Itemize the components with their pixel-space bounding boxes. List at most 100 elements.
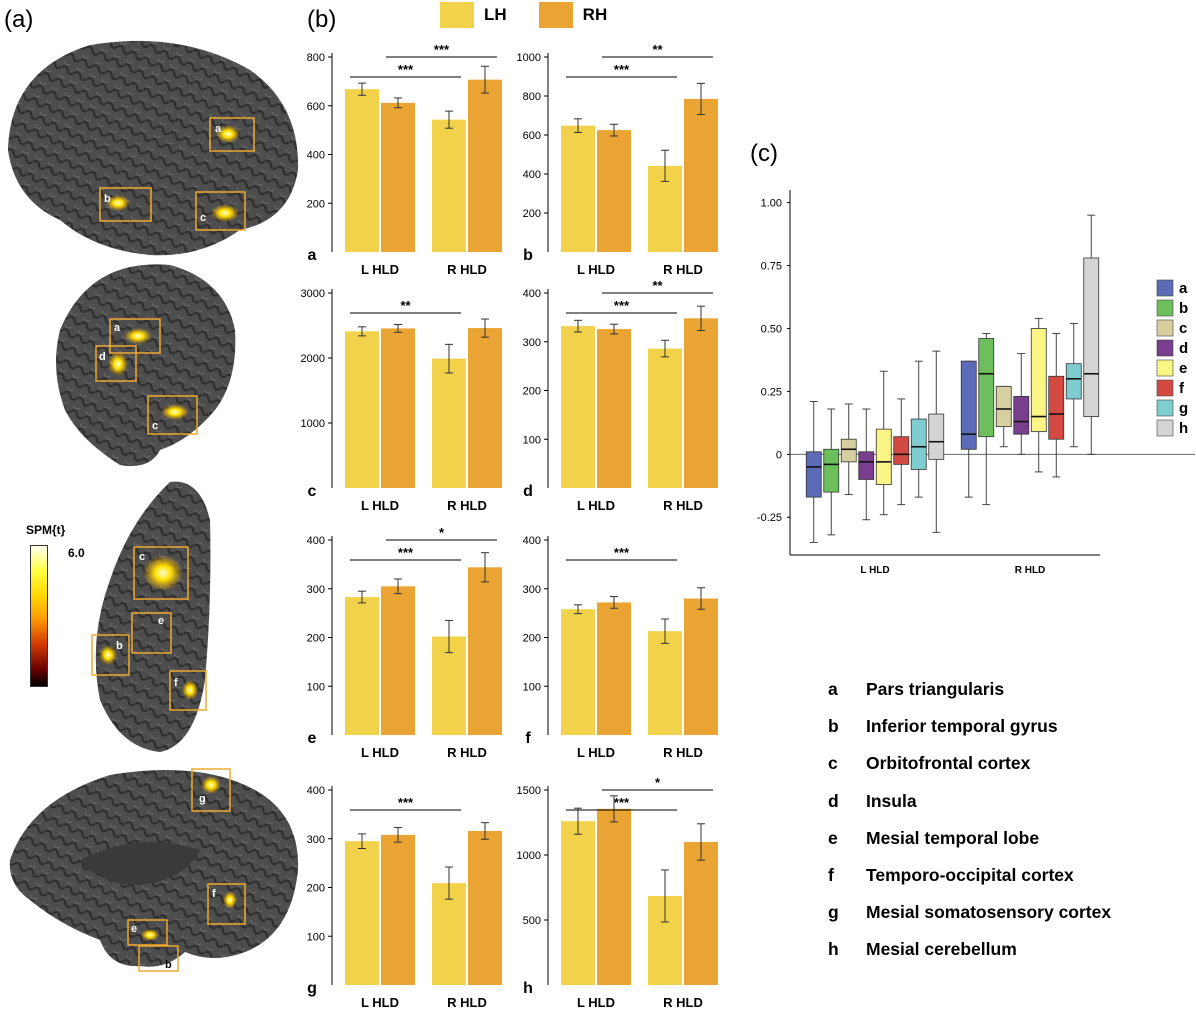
legend-label-a: a	[1179, 280, 1188, 297]
brain-view-mesial: g f e b	[9, 768, 299, 972]
significance-stars: *	[439, 525, 445, 540]
bar-rh-r-hld	[468, 567, 502, 735]
y-tick-label: 1000	[301, 418, 325, 430]
legend-swatch-d	[1156, 339, 1174, 357]
bar-rh-r-hld	[468, 79, 502, 252]
box-body	[805, 451, 822, 498]
region-row: d Insula	[828, 783, 1111, 820]
x-tick-label: L HLD	[577, 262, 615, 277]
roi-box-c	[195, 191, 246, 231]
box-body	[910, 418, 927, 470]
y-tick-label: 400	[523, 288, 541, 300]
x-tick-label: R HLD	[447, 498, 487, 513]
y-tick-label: 200	[307, 633, 325, 645]
y-tick-label: 300	[307, 834, 325, 846]
bar-rh-l-hld	[381, 834, 415, 985]
bar-lh-l-hld	[345, 89, 379, 252]
significance-stars: **	[400, 298, 411, 313]
y-tick-label: 300	[307, 584, 325, 596]
roi-label-c: c	[139, 551, 145, 563]
roi-label-e: e	[158, 615, 164, 627]
legend-swatch-a	[1156, 279, 1174, 297]
region-row: h Mesial cerebellum	[828, 931, 1111, 968]
bar-rh-l-hld	[597, 329, 631, 488]
legend-item-lh: LH	[440, 2, 507, 28]
y-tick-label: 0	[776, 449, 782, 461]
region-name: Mesial somatosensory cortex	[866, 902, 1112, 923]
region-row: c Orbitofrontal cortex	[828, 745, 1111, 782]
significance-stars: ***	[434, 42, 450, 57]
y-tick-label: 100	[523, 681, 541, 693]
x-tick-label: R HLD	[1015, 565, 1046, 576]
bar-rh-l-hld	[381, 102, 415, 252]
bar-chart-a: 200 400 600 800 L HLD R HLD *** *** a	[307, 42, 502, 277]
box-body	[1065, 363, 1082, 400]
significance-stars: ***	[614, 795, 630, 810]
region-key-letter: d	[828, 790, 839, 811]
bar-rh-r-hld	[468, 328, 502, 488]
region-row: g Mesial somatosensory cortex	[828, 894, 1111, 931]
region-key-letter: f	[828, 865, 834, 886]
y-tick-label: 0.75	[761, 261, 782, 273]
region-name: Pars triangularis	[866, 679, 1005, 700]
y-tick-label: 200	[523, 633, 541, 645]
y-tick-label: 0.50	[761, 323, 782, 335]
roi-box-f	[169, 670, 207, 711]
y-tick-label: -0.25	[757, 512, 782, 524]
colorbar: SPM{t} 6.0	[26, 523, 85, 687]
y-tick-label: 300	[523, 337, 541, 349]
region-key-letter: e	[828, 827, 838, 848]
roi-label-b: b	[165, 959, 172, 971]
bar-lh-l-hld	[345, 841, 379, 985]
bar-rh-l-hld	[381, 586, 415, 735]
bar-lh-l-hld	[345, 597, 379, 735]
box-body	[978, 338, 995, 438]
region-name: Inferior temporal gyrus	[866, 716, 1058, 737]
bar-lh-r-hld	[432, 119, 466, 252]
y-tick-label: 3000	[301, 288, 325, 300]
box-body	[823, 448, 840, 493]
box-body	[840, 438, 857, 463]
y-tick-label: 200	[523, 208, 541, 220]
roi-box-b	[99, 187, 152, 222]
significance-stars: ***	[398, 62, 414, 77]
legend-label-lh: LH	[484, 5, 507, 24]
roi-label-b: b	[116, 640, 123, 652]
roi-box-a	[209, 117, 255, 152]
x-tick-label: R HLD	[447, 995, 487, 1010]
legend-label-e: e	[1179, 360, 1187, 377]
box-body	[875, 428, 892, 485]
y-tick-label: 200	[523, 386, 541, 398]
subpanel-letter: e	[308, 730, 317, 747]
y-tick-label: 1.00	[761, 198, 782, 210]
x-tick-label: L HLD	[361, 745, 399, 760]
legend-swatch-g	[1156, 399, 1174, 417]
subpanel-letter: g	[307, 980, 317, 997]
bar-rh-r-hld	[684, 598, 718, 735]
box-c-r-hld	[995, 385, 1012, 448]
bar-lh-l-hld	[345, 331, 379, 488]
region-key-letter: a	[828, 679, 838, 700]
x-tick-label: R HLD	[447, 745, 487, 760]
region-name: Temporo-occipital cortex	[866, 865, 1074, 886]
box-body	[960, 360, 977, 450]
x-tick-label: L HLD	[361, 498, 399, 513]
x-tick-label: L HLD	[577, 995, 615, 1010]
y-tick-label: 100	[307, 931, 325, 943]
roi-label-c: c	[200, 212, 206, 224]
panel-label-c: (c)	[750, 140, 778, 167]
roi-label-a: a	[114, 322, 121, 334]
region-name: Orbitofrontal cortex	[866, 753, 1031, 774]
y-tick-label: 500	[523, 915, 541, 927]
legend-label-f: f	[1179, 380, 1185, 397]
bar-chart-f: 100 200 300 400 L HLD R HLD *** f	[523, 535, 718, 760]
significance-stars: ***	[614, 62, 630, 77]
panel-label-b: (b)	[307, 6, 337, 33]
region-row: e Mesial temporal lobe	[828, 820, 1111, 857]
region-key-letter: c	[828, 753, 838, 774]
legend-swatch-rh	[538, 2, 573, 28]
legend-label-d: d	[1179, 340, 1188, 357]
legend-swatch-e	[1156, 359, 1174, 377]
